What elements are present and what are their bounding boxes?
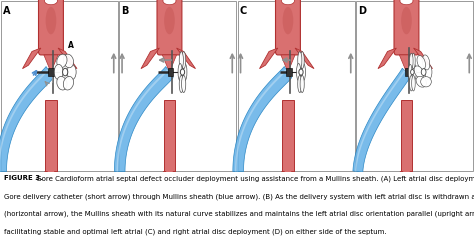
Polygon shape	[23, 48, 41, 69]
FancyBboxPatch shape	[286, 68, 292, 76]
Ellipse shape	[425, 64, 432, 80]
Ellipse shape	[411, 76, 415, 91]
Ellipse shape	[413, 64, 416, 80]
Ellipse shape	[67, 64, 76, 80]
Circle shape	[410, 70, 414, 75]
Ellipse shape	[46, 7, 56, 34]
FancyBboxPatch shape	[401, 100, 412, 172]
Ellipse shape	[45, 0, 57, 5]
Ellipse shape	[298, 52, 302, 69]
Polygon shape	[233, 66, 292, 172]
Ellipse shape	[420, 77, 431, 87]
FancyBboxPatch shape	[38, 0, 64, 55]
FancyBboxPatch shape	[119, 1, 237, 171]
Polygon shape	[281, 55, 295, 72]
Ellipse shape	[297, 64, 301, 81]
Text: B: B	[121, 6, 129, 16]
Polygon shape	[58, 48, 77, 69]
Polygon shape	[0, 69, 49, 172]
Polygon shape	[292, 172, 301, 185]
Polygon shape	[273, 172, 284, 185]
Polygon shape	[117, 69, 168, 172]
FancyBboxPatch shape	[405, 68, 410, 76]
FancyBboxPatch shape	[394, 0, 419, 55]
FancyBboxPatch shape	[356, 1, 474, 171]
Polygon shape	[378, 48, 396, 69]
Polygon shape	[44, 55, 58, 72]
Ellipse shape	[410, 53, 413, 69]
Ellipse shape	[409, 64, 412, 80]
Circle shape	[180, 69, 185, 75]
Ellipse shape	[300, 75, 304, 93]
Polygon shape	[353, 68, 410, 172]
Polygon shape	[235, 69, 287, 172]
Polygon shape	[176, 48, 195, 69]
Text: FIGURE 3.: FIGURE 3.	[4, 175, 43, 181]
Ellipse shape	[422, 55, 430, 70]
Circle shape	[421, 69, 426, 76]
Polygon shape	[0, 66, 54, 172]
Ellipse shape	[182, 75, 186, 93]
FancyBboxPatch shape	[168, 68, 173, 76]
Text: (horizontal arrow), the Mullins sheath with its natural curve stabilizes and mai: (horizontal arrow), the Mullins sheath w…	[4, 211, 474, 217]
Ellipse shape	[57, 54, 67, 68]
FancyBboxPatch shape	[48, 68, 54, 76]
Polygon shape	[55, 172, 64, 185]
Ellipse shape	[183, 64, 187, 81]
FancyBboxPatch shape	[282, 100, 294, 172]
Ellipse shape	[400, 0, 413, 5]
Ellipse shape	[283, 7, 293, 34]
Text: D: D	[358, 6, 366, 16]
Ellipse shape	[178, 64, 182, 81]
Text: facilitating stable and optimal left atrial (C) and right atrial disc deployment: facilitating stable and optimal left atr…	[4, 229, 386, 235]
Ellipse shape	[182, 52, 186, 69]
FancyBboxPatch shape	[0, 1, 118, 171]
Polygon shape	[259, 48, 278, 69]
Polygon shape	[162, 55, 176, 72]
Polygon shape	[410, 172, 419, 185]
Ellipse shape	[411, 53, 415, 69]
Ellipse shape	[179, 52, 183, 69]
Ellipse shape	[414, 66, 424, 78]
Text: A: A	[3, 6, 10, 16]
Ellipse shape	[301, 64, 305, 81]
Ellipse shape	[401, 7, 412, 34]
FancyBboxPatch shape	[157, 0, 182, 55]
Polygon shape	[154, 172, 166, 185]
Polygon shape	[391, 172, 403, 185]
Text: A: A	[67, 41, 73, 50]
Ellipse shape	[300, 52, 304, 69]
Polygon shape	[141, 48, 159, 69]
Ellipse shape	[179, 75, 183, 93]
Ellipse shape	[282, 0, 294, 5]
Polygon shape	[295, 48, 314, 69]
Ellipse shape	[54, 64, 63, 80]
Ellipse shape	[416, 76, 427, 87]
Text: C: C	[240, 6, 247, 16]
Ellipse shape	[410, 76, 413, 91]
FancyBboxPatch shape	[45, 100, 57, 172]
Polygon shape	[36, 172, 47, 185]
FancyBboxPatch shape	[237, 1, 355, 171]
Ellipse shape	[417, 55, 426, 69]
Polygon shape	[173, 172, 182, 185]
Ellipse shape	[64, 76, 73, 90]
Polygon shape	[413, 48, 432, 69]
Polygon shape	[399, 55, 413, 72]
Circle shape	[299, 69, 303, 75]
Ellipse shape	[164, 7, 175, 34]
Text: Gore Cardioform atrial septal defect occluder deployment using assistance from a: Gore Cardioform atrial septal defect occ…	[34, 175, 474, 182]
Ellipse shape	[57, 76, 67, 90]
Ellipse shape	[163, 0, 176, 5]
Polygon shape	[355, 70, 405, 171]
Ellipse shape	[64, 54, 73, 68]
Text: Gore delivery catheter (short arrow) through Mullins sheath (blue arrow). (B) As: Gore delivery catheter (short arrow) thr…	[4, 193, 474, 199]
Ellipse shape	[298, 75, 302, 93]
FancyBboxPatch shape	[164, 100, 175, 172]
FancyBboxPatch shape	[275, 0, 301, 55]
Polygon shape	[114, 66, 173, 172]
Circle shape	[63, 68, 68, 76]
